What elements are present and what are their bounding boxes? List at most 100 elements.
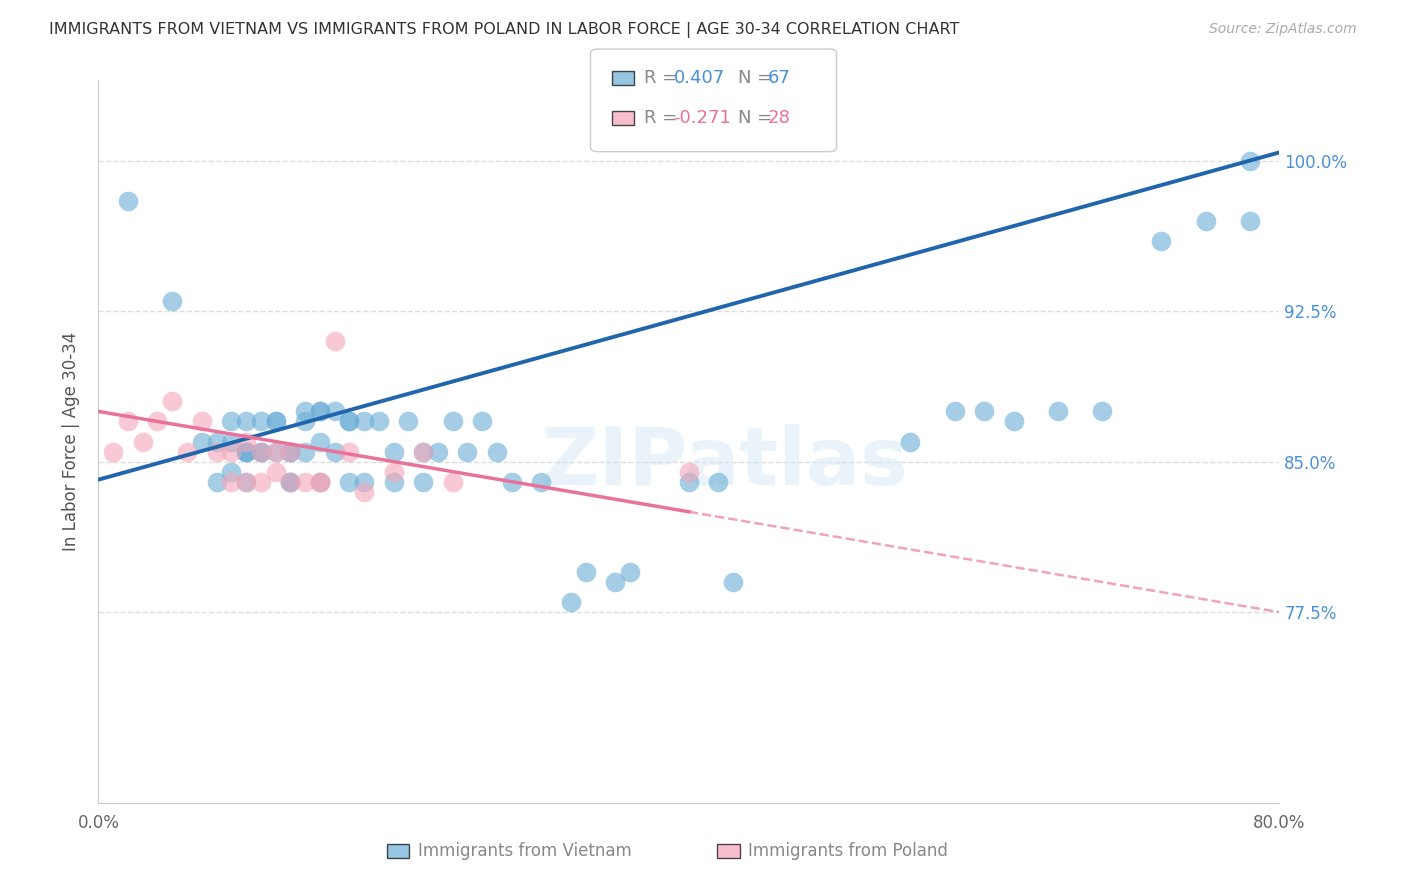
- Point: [723, 574, 745, 589]
- Point: [235, 444, 257, 458]
- Point: [398, 414, 420, 429]
- Text: N =: N =: [738, 109, 778, 128]
- Point: [441, 475, 464, 489]
- Point: [235, 434, 257, 449]
- Point: [1091, 404, 1114, 418]
- Y-axis label: In Labor Force | Age 30-34: In Labor Force | Age 30-34: [62, 332, 80, 551]
- Point: [707, 475, 730, 489]
- Point: [323, 444, 346, 458]
- Point: [280, 475, 302, 489]
- Point: [264, 465, 287, 479]
- Point: [235, 475, 257, 489]
- Point: [427, 444, 450, 458]
- Point: [1002, 414, 1025, 429]
- Point: [103, 444, 125, 458]
- Point: [353, 484, 375, 499]
- Point: [264, 414, 287, 429]
- Point: [205, 444, 228, 458]
- Point: [235, 414, 257, 429]
- Point: [339, 444, 361, 458]
- Point: [264, 414, 287, 429]
- Point: [382, 444, 405, 458]
- Point: [353, 414, 375, 429]
- Text: R =: R =: [644, 109, 683, 128]
- Point: [339, 414, 361, 429]
- Point: [221, 434, 243, 449]
- Point: [486, 444, 509, 458]
- Text: R =: R =: [644, 69, 683, 87]
- Point: [605, 574, 627, 589]
- Point: [323, 404, 346, 418]
- Point: [250, 444, 273, 458]
- Point: [1046, 404, 1070, 418]
- Text: 28: 28: [768, 109, 790, 128]
- Point: [900, 434, 922, 449]
- Point: [280, 475, 302, 489]
- Text: N =: N =: [738, 69, 778, 87]
- Point: [309, 475, 332, 489]
- Text: Immigrants from Vietnam: Immigrants from Vietnam: [418, 842, 631, 860]
- Point: [235, 475, 257, 489]
- Point: [280, 444, 302, 458]
- Point: [250, 444, 273, 458]
- Point: [221, 475, 243, 489]
- Point: [250, 414, 273, 429]
- Point: [323, 334, 346, 348]
- Point: [619, 565, 641, 579]
- Point: [221, 444, 243, 458]
- Point: [250, 444, 273, 458]
- Point: [191, 414, 214, 429]
- Point: [264, 444, 287, 458]
- Point: [412, 475, 434, 489]
- Point: [1150, 234, 1173, 248]
- Point: [412, 444, 434, 458]
- Point: [280, 475, 302, 489]
- Text: 67: 67: [768, 69, 790, 87]
- Point: [309, 434, 332, 449]
- Point: [264, 444, 287, 458]
- Point: [205, 434, 228, 449]
- Point: [678, 475, 700, 489]
- Point: [678, 465, 700, 479]
- Point: [250, 475, 273, 489]
- Point: [412, 444, 434, 458]
- Point: [382, 465, 405, 479]
- Point: [205, 475, 228, 489]
- Point: [176, 444, 198, 458]
- Point: [235, 444, 257, 458]
- Point: [309, 475, 332, 489]
- Point: [441, 414, 464, 429]
- Point: [457, 444, 479, 458]
- Point: [294, 414, 316, 429]
- Point: [501, 475, 523, 489]
- Point: [1239, 153, 1261, 168]
- Point: [221, 414, 243, 429]
- Point: [191, 434, 214, 449]
- Point: [162, 394, 183, 409]
- Point: [1239, 213, 1261, 227]
- Point: [973, 404, 995, 418]
- Point: [471, 414, 494, 429]
- Point: [309, 404, 332, 418]
- Point: [1195, 213, 1218, 227]
- Text: Source: ZipAtlas.com: Source: ZipAtlas.com: [1209, 22, 1357, 37]
- Point: [339, 414, 361, 429]
- Point: [162, 293, 183, 308]
- Point: [294, 404, 316, 418]
- Point: [309, 404, 332, 418]
- Text: ZIPatlas: ZIPatlas: [540, 425, 908, 502]
- Point: [530, 475, 553, 489]
- Point: [575, 565, 598, 579]
- Point: [943, 404, 966, 418]
- Point: [382, 475, 405, 489]
- Text: IMMIGRANTS FROM VIETNAM VS IMMIGRANTS FROM POLAND IN LABOR FORCE | AGE 30-34 COR: IMMIGRANTS FROM VIETNAM VS IMMIGRANTS FR…: [49, 22, 959, 38]
- Point: [309, 475, 332, 489]
- Point: [117, 194, 139, 208]
- Point: [146, 414, 169, 429]
- Text: 0.407: 0.407: [673, 69, 724, 87]
- Text: -0.271: -0.271: [673, 109, 731, 128]
- Point: [294, 475, 316, 489]
- Point: [353, 475, 375, 489]
- Point: [368, 414, 391, 429]
- Point: [339, 475, 361, 489]
